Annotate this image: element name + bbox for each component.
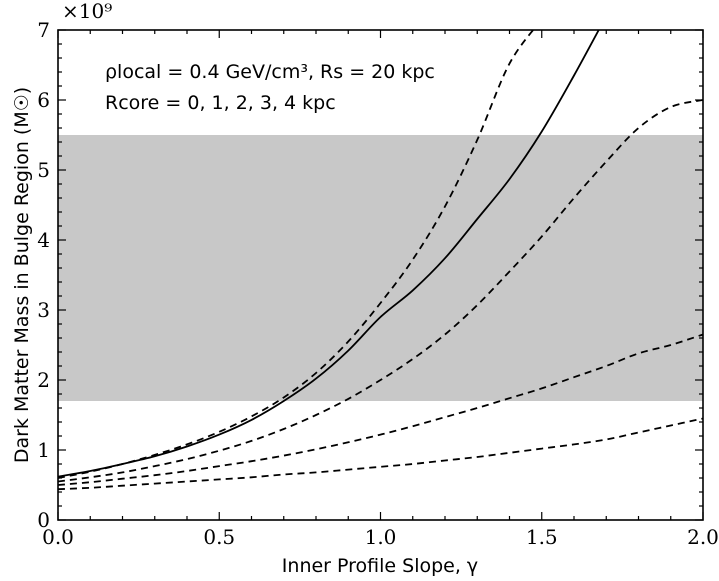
y-tick-label: 3 <box>37 298 50 322</box>
y-tick-label: 5 <box>37 158 50 182</box>
x-tick-label: 2.0 <box>687 525 719 549</box>
series-layer <box>58 30 703 491</box>
y-tick-label: 2 <box>37 368 50 392</box>
y-tick-label: 6 <box>37 88 50 112</box>
series-line-3 <box>58 333 703 486</box>
y-axis-label: Dark Matter Mass in Bulge Region (M☉) <box>11 87 33 463</box>
tick-layer: 0.0 0.5 1.0 1.5 2.0 0 1 2 3 4 5 6 7 <box>37 18 719 549</box>
x-tick-label: 0.5 <box>203 525 235 549</box>
x-tick-label: 1.5 <box>526 525 558 549</box>
annotation-line-1: ρlocal = 0.4 GeV/cm³, Rs = 20 kpc <box>105 61 435 83</box>
series-line-1 <box>58 30 535 479</box>
y-tick-label: 7 <box>37 18 50 42</box>
y-multiplier: ×10⁹ <box>62 0 112 23</box>
y-tick-label: 0 <box>37 508 50 532</box>
x-tick-label: 0.0 <box>42 525 74 549</box>
series-line-0 <box>58 30 600 478</box>
y-tick-label: 4 <box>37 228 50 252</box>
x-tick-label: 1.0 <box>365 525 397 549</box>
x-axis-label: Inner Profile Slope, γ <box>282 555 478 577</box>
observed-mass-band <box>58 135 703 401</box>
annotation-line-2: Rcore = 0, 1, 2, 3, 4 kpc <box>105 92 336 114</box>
y-tick-label: 1 <box>37 438 50 462</box>
series-line-2 <box>58 99 703 483</box>
series-line-4 <box>58 417 703 491</box>
